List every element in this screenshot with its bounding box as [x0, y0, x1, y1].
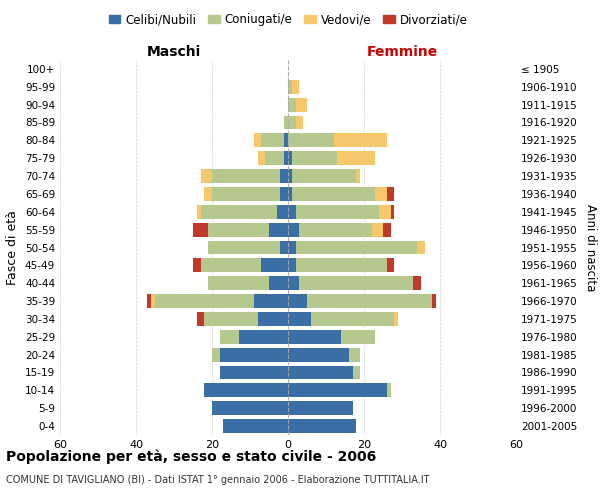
Bar	[205, 384, 288, 398]
Bar	[296, 205, 379, 219]
Bar	[288, 276, 299, 290]
Bar	[288, 98, 296, 112]
Legend: Celibi/Nubili, Coniugati/e, Vedovi/e, Divorziati/e: Celibi/Nubili, Coniugati/e, Vedovi/e, Di…	[104, 8, 472, 31]
Bar	[379, 205, 391, 219]
Bar	[391, 205, 394, 219]
Bar	[197, 205, 200, 219]
Bar	[288, 116, 296, 130]
Bar	[292, 169, 356, 183]
Bar	[292, 80, 299, 94]
Bar	[257, 312, 288, 326]
Bar	[296, 258, 387, 272]
Bar	[387, 187, 394, 201]
Bar	[205, 312, 257, 326]
Bar	[288, 134, 334, 147]
Bar	[288, 258, 296, 272]
Bar	[239, 330, 288, 344]
Bar	[205, 187, 212, 201]
Bar	[356, 169, 360, 183]
Bar	[212, 187, 280, 201]
Bar	[265, 151, 284, 165]
Bar	[387, 384, 391, 398]
Bar	[288, 348, 349, 362]
Bar	[413, 276, 421, 290]
Bar	[288, 169, 292, 183]
Bar	[254, 294, 288, 308]
Bar	[220, 348, 288, 362]
Bar	[193, 222, 208, 236]
Y-axis label: Fasce di età: Fasce di età	[7, 210, 19, 285]
Bar	[193, 258, 200, 272]
Bar	[200, 205, 277, 219]
Bar	[223, 419, 288, 433]
Bar	[220, 366, 288, 380]
Bar	[212, 348, 220, 362]
Bar	[296, 240, 417, 254]
Bar	[212, 401, 288, 415]
Bar	[208, 276, 269, 290]
Bar	[341, 330, 376, 344]
Bar	[269, 222, 288, 236]
Bar	[257, 151, 265, 165]
Bar	[288, 80, 292, 94]
Text: Popolazione per età, sesso e stato civile - 2006: Popolazione per età, sesso e stato civil…	[6, 450, 376, 464]
Bar	[307, 294, 433, 308]
Bar	[337, 151, 376, 165]
Bar	[394, 312, 398, 326]
Bar	[353, 366, 360, 380]
Bar	[299, 276, 413, 290]
Bar	[288, 187, 292, 201]
Bar	[433, 294, 436, 308]
Bar	[262, 258, 288, 272]
Bar	[383, 222, 391, 236]
Bar	[284, 134, 288, 147]
Text: COMUNE DI TAVIGLIANO (BI) - Dati ISTAT 1° gennaio 2006 - Elaborazione TUTTITALIA: COMUNE DI TAVIGLIANO (BI) - Dati ISTAT 1…	[6, 475, 430, 485]
Bar	[334, 134, 387, 147]
Bar	[208, 240, 280, 254]
Text: Femmine: Femmine	[367, 45, 437, 59]
Bar	[296, 98, 307, 112]
Bar	[288, 205, 296, 219]
Bar	[288, 366, 353, 380]
Bar	[288, 419, 356, 433]
Y-axis label: Anni di nascita: Anni di nascita	[584, 204, 597, 291]
Text: Maschi: Maschi	[147, 45, 201, 59]
Bar	[155, 294, 254, 308]
Bar	[151, 294, 155, 308]
Bar	[220, 330, 239, 344]
Bar	[371, 222, 383, 236]
Bar	[262, 134, 284, 147]
Bar	[254, 134, 262, 147]
Bar	[288, 294, 307, 308]
Bar	[288, 330, 341, 344]
Bar	[284, 116, 288, 130]
Bar	[349, 348, 360, 362]
Bar	[288, 151, 292, 165]
Bar	[288, 384, 387, 398]
Bar	[292, 151, 337, 165]
Bar	[288, 401, 353, 415]
Bar	[212, 169, 280, 183]
Bar	[288, 312, 311, 326]
Bar	[296, 116, 303, 130]
Bar	[200, 258, 262, 272]
Bar	[292, 187, 376, 201]
Bar	[280, 240, 288, 254]
Bar	[148, 294, 151, 308]
Bar	[280, 187, 288, 201]
Bar	[387, 258, 394, 272]
Bar	[288, 240, 296, 254]
Bar	[280, 169, 288, 183]
Bar	[299, 222, 371, 236]
Bar	[417, 240, 425, 254]
Bar	[311, 312, 394, 326]
Bar	[284, 151, 288, 165]
Bar	[376, 187, 387, 201]
Bar	[288, 222, 299, 236]
Bar	[200, 169, 212, 183]
Bar	[269, 276, 288, 290]
Bar	[208, 222, 269, 236]
Bar	[197, 312, 205, 326]
Bar	[277, 205, 288, 219]
